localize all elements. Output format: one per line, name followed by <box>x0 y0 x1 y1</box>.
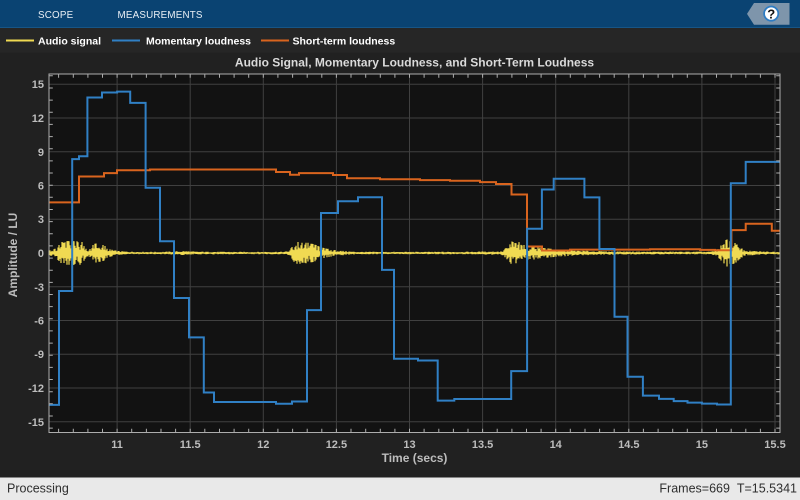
svg-text:-9: -9 <box>34 349 44 361</box>
svg-text:Audio Signal, Momentary Loudne: Audio Signal, Momentary Loudness, and Sh… <box>235 56 594 70</box>
svg-text:13: 13 <box>403 439 415 451</box>
svg-text:11: 11 <box>111 439 123 451</box>
svg-text:9: 9 <box>38 147 44 159</box>
svg-text:0: 0 <box>38 248 44 260</box>
svg-text:SCOPE: SCOPE <box>38 10 74 21</box>
svg-text:12: 12 <box>257 439 269 451</box>
svg-text:Short-term loudness: Short-term loudness <box>293 36 396 48</box>
svg-text:6: 6 <box>38 181 44 193</box>
svg-text:14: 14 <box>550 439 563 451</box>
svg-text:-15: -15 <box>28 417 44 429</box>
svg-text:15: 15 <box>696 439 708 451</box>
svg-text:Processing: Processing <box>7 482 69 496</box>
svg-text:Amplitude / LU: Amplitude / LU <box>6 213 20 298</box>
svg-text:-6: -6 <box>34 316 44 328</box>
svg-text:Time (secs): Time (secs) <box>382 451 448 465</box>
svg-text:15.5: 15.5 <box>764 439 785 451</box>
svg-text:11.5: 11.5 <box>180 439 201 451</box>
svg-text:14.5: 14.5 <box>618 439 639 451</box>
svg-text:13.5: 13.5 <box>472 439 493 451</box>
svg-text:-3: -3 <box>34 282 44 294</box>
svg-text:Frames=669 T=15.5341: Frames=669 T=15.5341 <box>659 482 797 496</box>
svg-text:MEASUREMENTS: MEASUREMENTS <box>118 10 203 21</box>
svg-text:12.5: 12.5 <box>326 439 347 451</box>
svg-text:?: ? <box>767 6 775 21</box>
svg-text:-12: -12 <box>28 383 44 395</box>
svg-text:3: 3 <box>38 214 44 226</box>
svg-text:12: 12 <box>32 113 44 125</box>
svg-text:15: 15 <box>32 79 44 91</box>
svg-text:Momentary loudness: Momentary loudness <box>146 36 251 48</box>
svg-text:Audio signal: Audio signal <box>38 36 101 48</box>
